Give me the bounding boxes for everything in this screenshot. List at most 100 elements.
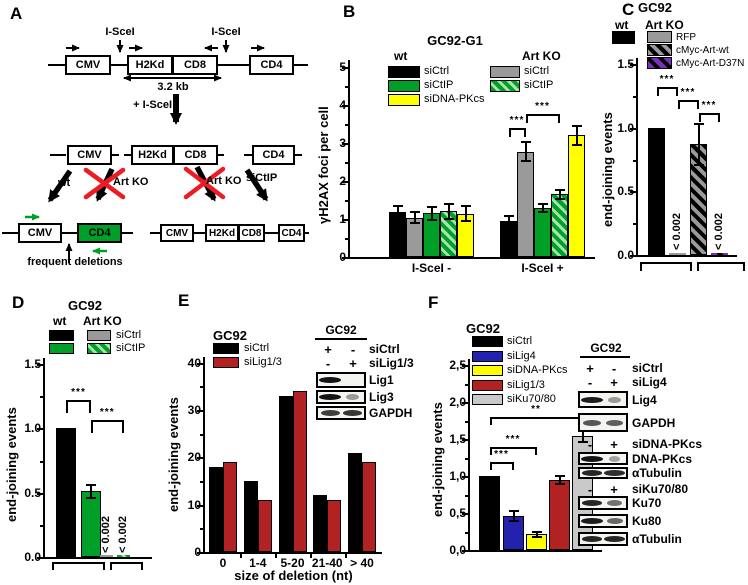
y-tick	[342, 181, 348, 183]
panel-e-x-axis-label: size of deletion (nt)	[234, 568, 353, 583]
bar-silig13-0	[223, 462, 237, 552]
error-bar-cap	[392, 204, 403, 207]
panel-b: B GC92-G1 γH2AX foci per cell 0 1 2 3 4 5 I-Sc…	[310, 0, 600, 275]
x-axis	[636, 255, 737, 257]
y-minor-tick	[633, 96, 636, 98]
error-bar-cap	[409, 211, 420, 214]
legend-swatch	[490, 80, 520, 92]
y-tick-label: 0.0	[617, 248, 634, 262]
blot-box	[578, 391, 628, 408]
panel-e-y-axis-label: end-joining events	[166, 397, 181, 513]
x-minor-tick	[240, 554, 243, 558]
bar-cmyc-art-d37n	[711, 253, 728, 255]
panel-f-label: F	[428, 293, 439, 312]
panel-d-title: GC92	[68, 298, 102, 313]
y-tick-label: 0.5	[617, 184, 634, 198]
blot-title: GC92	[325, 323, 357, 337]
y-tick	[462, 513, 468, 515]
blot-label: Lig3	[369, 390, 394, 404]
legend-group-title-wt: wt	[53, 314, 67, 328]
panel-e: E end-joining events size of deletion (n…	[160, 265, 414, 585]
significance-label: ***	[659, 74, 675, 85]
error-bar-cap	[508, 510, 519, 513]
panel-d-label: D	[12, 293, 25, 312]
pvalue-note: < 0.002	[670, 212, 683, 250]
blot-box	[578, 413, 628, 432]
error-bar	[396, 204, 399, 220]
blot-title: GC92	[590, 341, 622, 355]
error-bar-cap	[86, 483, 96, 486]
x-category-label: I-SceI -	[411, 261, 452, 275]
blot-box	[578, 532, 628, 546]
error-bar	[430, 205, 433, 221]
panel-e-label: E	[178, 291, 190, 310]
error-bar	[413, 211, 416, 225]
error-bar	[697, 122, 700, 166]
error-bar-cap	[409, 222, 420, 225]
blot-box	[578, 452, 628, 465]
y-tick-label: 0,0	[449, 543, 466, 557]
x-axis	[348, 257, 595, 259]
bar-art-ko-sictrl	[517, 152, 534, 257]
y-axis	[636, 58, 638, 257]
y-minor-tick	[633, 223, 636, 225]
legend-swatch	[490, 66, 520, 78]
legend-label: cMyc-Art-D37N	[676, 58, 745, 69]
product-box-cd4-green: CD4	[77, 223, 122, 243]
legend-swatch	[472, 394, 503, 405]
bar-art-ko-sictip	[117, 555, 130, 557]
y-tick	[37, 364, 43, 366]
y-minor-tick	[40, 461, 43, 463]
error-bar-cap	[531, 530, 542, 533]
error-bar-cap	[577, 440, 588, 443]
significance-bracket	[489, 417, 583, 425]
span-size-label: 3.2 kb	[157, 81, 189, 93]
panel-b-title: GC92-G1	[427, 33, 483, 48]
bar-wt	[648, 128, 665, 255]
significance-bracket	[489, 447, 537, 455]
wt-pathway-label: wt	[58, 177, 71, 189]
y-tick	[630, 191, 636, 193]
y-minor-tick	[345, 200, 348, 202]
legend-label: siCtIP	[424, 79, 454, 91]
blot-title-underline	[315, 338, 367, 340]
y-axis	[468, 359, 470, 552]
pvalue-note: < 0.002	[712, 212, 725, 250]
error-bar	[541, 202, 544, 213]
sirna-label: siLig4	[632, 375, 667, 389]
blot-band	[583, 419, 601, 426]
y-tick-label: 1,0	[449, 469, 466, 483]
error-bar-cap	[503, 215, 514, 218]
y-tick	[462, 365, 468, 367]
significance-label: ***	[494, 449, 509, 460]
lane-sign: +	[610, 375, 618, 390]
error-bar	[524, 141, 527, 163]
isce-cut-label: + I-SceI	[133, 99, 172, 111]
lane-sign: -	[350, 342, 356, 357]
blot-label: DNA-PKcs	[632, 451, 693, 466]
blot-box	[316, 372, 366, 388]
y-tick-label: 2,0	[449, 395, 466, 409]
error-bar-cap	[554, 198, 565, 200]
blot-band	[581, 518, 603, 524]
x-category-label: 0	[219, 556, 227, 570]
gene-box-cd4-1: CD4	[249, 55, 294, 75]
legend-swatch	[472, 350, 503, 362]
y-axis	[43, 358, 45, 559]
gene-box-cd4-2: CD4	[252, 145, 295, 165]
lane-sign: +	[586, 361, 594, 376]
y-tick-label: 20	[187, 450, 201, 464]
error-bar-cap	[554, 482, 565, 485]
lane-sign: -	[611, 361, 617, 376]
gene-box-cmv-2: CMV	[67, 145, 112, 165]
significance-label: **	[531, 404, 541, 415]
lane-sign: -	[587, 437, 593, 452]
error-bar-cap	[571, 124, 582, 127]
lane-sign: +	[349, 356, 357, 371]
legend-label: cMyc-Art-wt	[676, 45, 729, 56]
artko-pathway-label-right: Art KO	[206, 175, 242, 187]
y-minor-tick	[345, 86, 348, 88]
x-category-label: I-SceI +	[521, 261, 564, 275]
sirna-label: siKu70/80	[632, 482, 689, 496]
y-tick	[37, 557, 43, 559]
